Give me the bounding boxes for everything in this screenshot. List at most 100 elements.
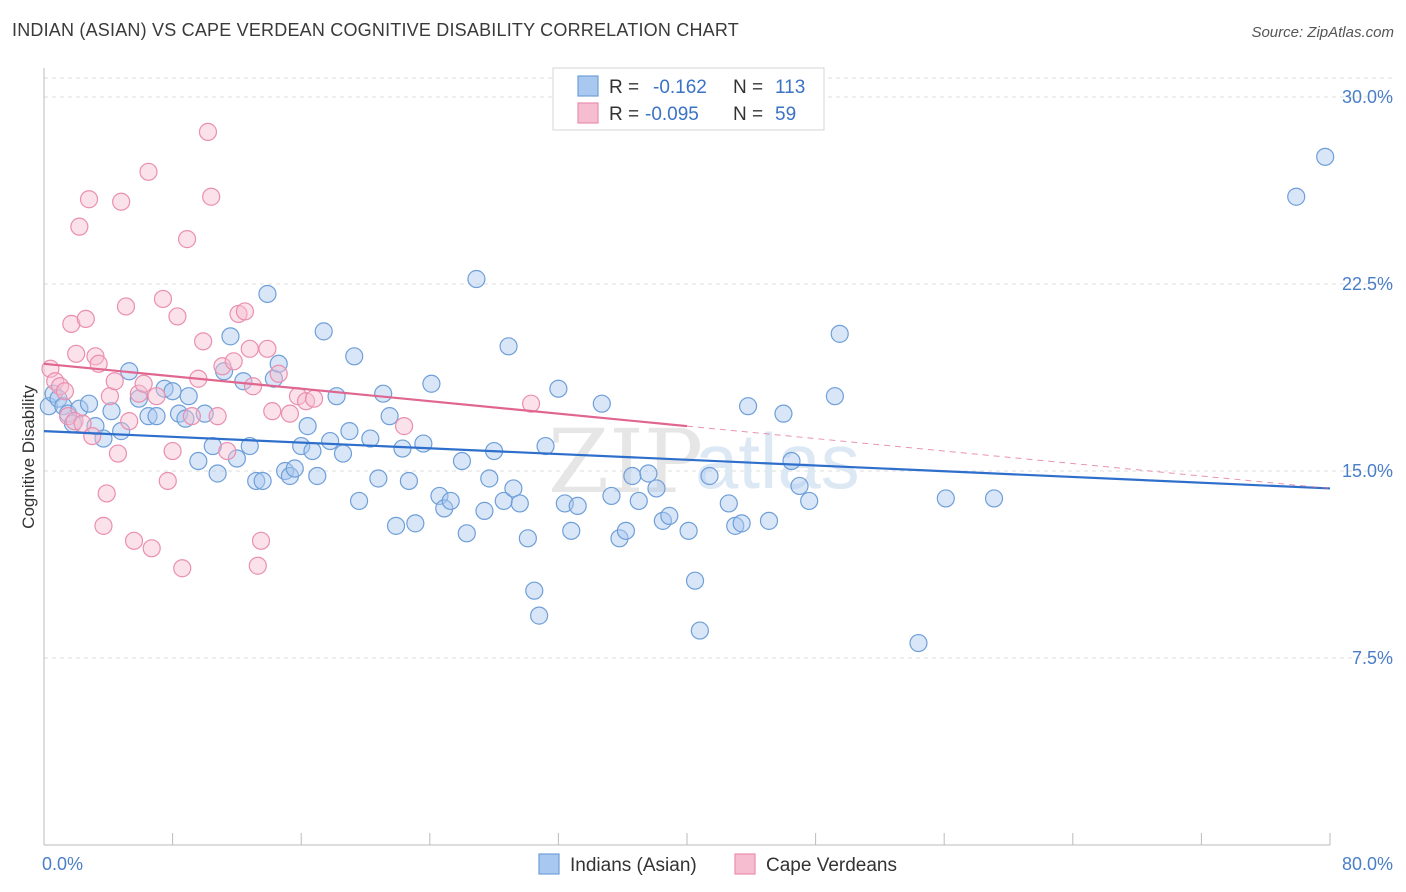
point-indians-57 bbox=[414, 434, 433, 453]
legend-label-cape-verdeans: Cape Verdeans bbox=[766, 855, 897, 876]
legend-label-indians: Indians (Asian) bbox=[570, 855, 697, 876]
point-indians-89 bbox=[660, 506, 679, 525]
point-cape-verdeans-22 bbox=[120, 412, 139, 431]
chart-title: INDIAN (ASIAN) VS CAPE VERDEAN COGNITIVE… bbox=[12, 20, 739, 40]
point-cape-verdeans-19 bbox=[108, 444, 128, 463]
point-cape-verdeans-7 bbox=[67, 344, 86, 363]
point-indians-27 bbox=[227, 449, 246, 468]
point-cape-verdeans-21 bbox=[116, 297, 136, 316]
tick-labels: 7.5% 15.0% 22.5% 30.0% 0.0% 80.0% bbox=[42, 87, 1393, 874]
x-tick-label-0: 0.0% bbox=[42, 854, 83, 874]
point-indians-17 bbox=[163, 382, 182, 401]
point-cape-verdeans-3 bbox=[55, 382, 74, 401]
point-indians-105 bbox=[909, 633, 928, 653]
point-cape-verdeans-20 bbox=[112, 192, 131, 211]
point-indians-79 bbox=[568, 496, 587, 516]
point-indians-45 bbox=[333, 444, 353, 463]
point-indians-81 bbox=[602, 486, 621, 506]
point-cape-verdeans-58 bbox=[521, 394, 541, 413]
point-indians-20 bbox=[179, 387, 198, 406]
y-tick-label-2: 22.5% bbox=[1342, 274, 1393, 294]
point-cape-verdeans-18 bbox=[105, 372, 124, 391]
source-label: Source: ZipAtlas.com bbox=[1251, 24, 1394, 41]
y-tick-label-1: 15.0% bbox=[1342, 461, 1393, 481]
trend-line-indians bbox=[43, 430, 1331, 490]
point-cape-verdeans-8 bbox=[70, 217, 89, 236]
legend-r-label-pink: R = bbox=[609, 104, 639, 125]
point-cape-verdeans-23 bbox=[124, 531, 144, 550]
point-indians-104 bbox=[830, 324, 849, 343]
point-indians-10 bbox=[102, 402, 121, 421]
point-cape-verdeans-53 bbox=[280, 404, 300, 423]
point-indians-63 bbox=[457, 524, 476, 543]
axes bbox=[43, 68, 1331, 846]
point-indians-60 bbox=[435, 499, 454, 518]
point-cape-verdeans-31 bbox=[163, 441, 182, 461]
point-indians-71 bbox=[510, 494, 529, 513]
watermark-zip: ZIP bbox=[548, 410, 703, 513]
point-cape-verdeans-50 bbox=[258, 339, 277, 358]
legend-n-value-blue: 113 bbox=[775, 77, 805, 98]
point-indians-85 bbox=[629, 491, 648, 511]
point-cape-verdeans-11 bbox=[79, 190, 99, 209]
point-indians-43 bbox=[321, 431, 340, 451]
point-indians-102 bbox=[800, 491, 819, 511]
point-indians-32 bbox=[258, 284, 277, 304]
point-cape-verdeans-30 bbox=[158, 471, 177, 491]
point-cape-verdeans-15 bbox=[94, 516, 113, 535]
point-indians-93 bbox=[700, 466, 719, 486]
point-indians-7 bbox=[79, 394, 99, 413]
point-indians-90 bbox=[679, 521, 698, 540]
point-indians-70 bbox=[504, 479, 523, 498]
point-cape-verdeans-41 bbox=[213, 357, 232, 376]
point-indians-24 bbox=[208, 464, 227, 483]
y-tick-label-3: 30.0% bbox=[1342, 87, 1393, 107]
point-indians-96 bbox=[732, 514, 751, 533]
point-cape-verdeans-12 bbox=[83, 426, 102, 446]
point-indians-100 bbox=[782, 451, 801, 471]
trend-lines bbox=[43, 362, 1331, 490]
point-indians-84 bbox=[623, 466, 642, 486]
point-indians-109 bbox=[1316, 147, 1335, 166]
point-indians-61 bbox=[441, 491, 460, 511]
legend-r-value-blue: -0.162 bbox=[653, 77, 707, 98]
point-cape-verdeans-37 bbox=[194, 332, 213, 351]
point-cape-verdeans-57 bbox=[394, 417, 414, 436]
point-indians-65 bbox=[475, 501, 494, 520]
point-indians-78 bbox=[562, 521, 581, 540]
point-cape-verdeans-33 bbox=[173, 559, 192, 578]
point-indians-69 bbox=[499, 337, 518, 356]
point-cape-verdeans-24 bbox=[129, 384, 148, 403]
point-indians-76 bbox=[549, 379, 568, 398]
point-indians-86 bbox=[639, 464, 658, 483]
point-indians-41 bbox=[308, 466, 327, 486]
point-indians-49 bbox=[361, 429, 380, 448]
point-indians-29 bbox=[240, 436, 259, 456]
point-cape-verdeans-49 bbox=[251, 531, 271, 550]
x-tick-label-1: 80.0% bbox=[1342, 854, 1393, 874]
point-indians-62 bbox=[452, 451, 472, 471]
point-cape-verdeans-52 bbox=[269, 364, 288, 383]
series-cape-verdeans bbox=[41, 122, 541, 578]
point-indians-72 bbox=[518, 529, 537, 548]
point-indians-40 bbox=[303, 441, 322, 461]
point-indians-83 bbox=[616, 521, 636, 540]
point-indians-99 bbox=[774, 404, 793, 423]
point-cape-verdeans-56 bbox=[304, 389, 324, 408]
series-legend: Indians (Asian) Cape Verdeans bbox=[538, 853, 897, 876]
legend-swatch-cape-verdeans bbox=[734, 853, 756, 875]
point-indians-75 bbox=[536, 436, 555, 456]
point-indians-97 bbox=[738, 397, 758, 416]
point-cape-verdeans-16 bbox=[97, 484, 116, 503]
point-cape-verdeans-46 bbox=[240, 339, 259, 358]
point-indians-98 bbox=[759, 511, 779, 530]
y-axis-title: Cognitive Disability bbox=[19, 385, 38, 529]
point-cape-verdeans-27 bbox=[142, 539, 161, 558]
y-tick-label-0: 7.5% bbox=[1352, 648, 1393, 668]
point-indians-108 bbox=[1287, 187, 1306, 206]
point-indians-46 bbox=[340, 422, 359, 441]
point-cape-verdeans-5 bbox=[62, 314, 81, 333]
point-indians-44 bbox=[327, 387, 346, 406]
point-cape-verdeans-39 bbox=[202, 187, 221, 206]
point-indians-91 bbox=[685, 571, 705, 590]
